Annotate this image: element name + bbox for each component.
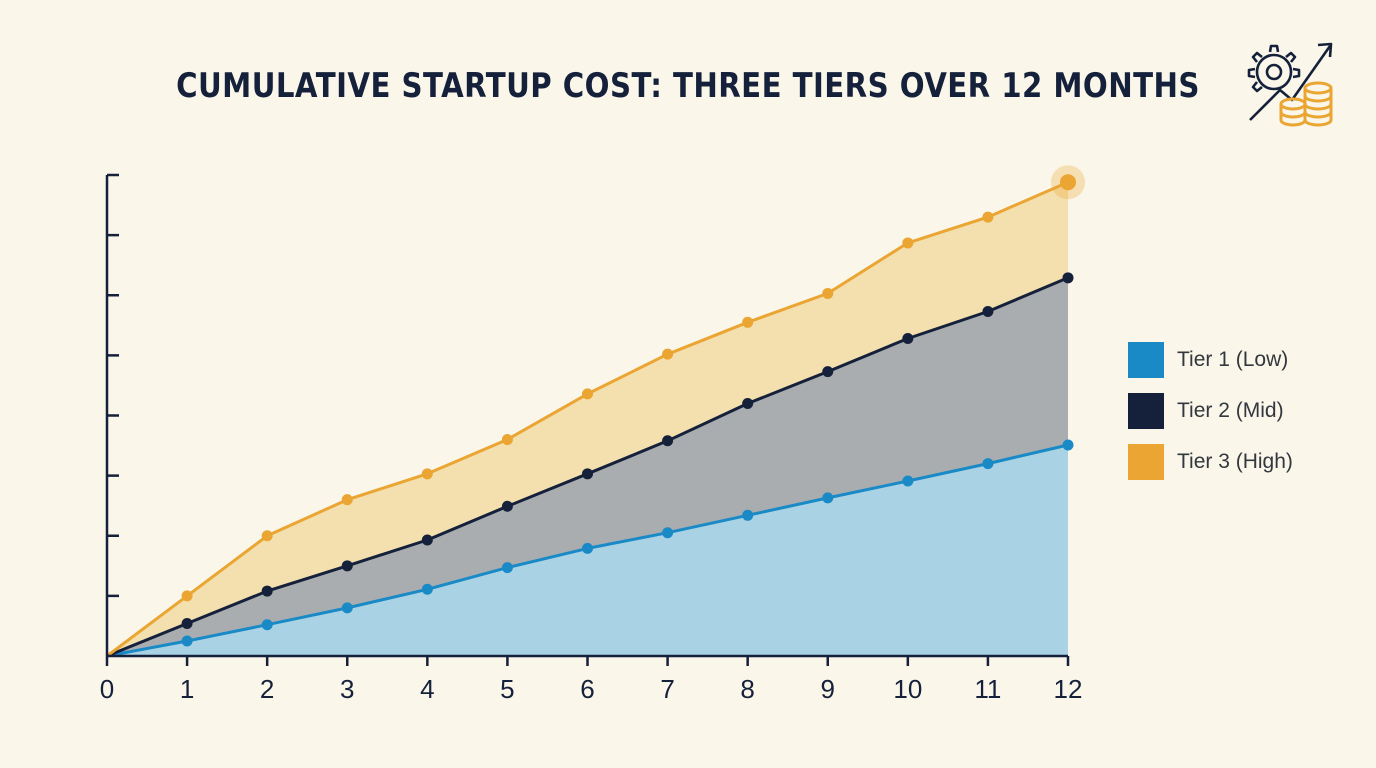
legend-swatch-tier-1 — [1128, 342, 1164, 378]
gear-growth-coins-icon — [1240, 40, 1336, 130]
data-point-tier-2 — [822, 366, 834, 378]
data-point-tier-1 — [902, 475, 914, 487]
data-point-tier-3 — [421, 468, 433, 480]
x-tick-label: 3 — [340, 674, 354, 704]
x-tick-label: 1 — [180, 674, 194, 704]
data-point-tier-2 — [341, 560, 353, 572]
legend-swatch-tier-3 — [1128, 444, 1164, 480]
x-tick-label: 11 — [974, 674, 1001, 704]
data-point-tier-2 — [982, 305, 994, 317]
data-point-tier-2 — [501, 500, 513, 512]
x-tick-label: 7 — [660, 674, 674, 704]
data-point-tier-2 — [181, 618, 193, 630]
data-point-tier-1 — [341, 602, 353, 614]
data-point-tier-3 — [1060, 174, 1076, 191]
data-point-tier-2 — [742, 397, 754, 409]
x-tick-label: 9 — [821, 674, 835, 704]
legend-label-tier-3: Tier 3 (High) — [1177, 450, 1293, 473]
data-point-tier-2 — [421, 534, 433, 546]
data-point-tier-2 — [261, 585, 273, 597]
x-tick-label: 0 — [100, 674, 114, 704]
data-point-tier-1 — [582, 542, 593, 554]
legend-item-tier-2: Tier 2 (Mid) — [1128, 393, 1293, 429]
data-point-tier-1 — [982, 458, 994, 470]
data-point-tier-1 — [261, 619, 273, 631]
data-point-tier-2 — [1062, 272, 1074, 284]
x-tick-label: 5 — [500, 674, 514, 704]
series-points — [181, 165, 1085, 647]
x-tick-label: 10 — [893, 674, 922, 704]
data-point-tier-3 — [582, 388, 593, 400]
data-point-tier-1 — [501, 562, 513, 574]
data-point-tier-3 — [902, 237, 914, 249]
data-point-tier-3 — [822, 287, 834, 299]
x-tick-labels: 0 1 2 3 4 5 6 7 8 9 10 11 12 — [100, 674, 1083, 704]
data-point-tier-2 — [582, 468, 593, 480]
legend: Tier 1 (Low) Tier 2 (Mid) Tier 3 (High) — [1128, 342, 1293, 495]
legend-item-tier-1: Tier 1 (Low) — [1128, 342, 1293, 378]
data-point-tier-1 — [421, 583, 433, 595]
legend-label-tier-1: Tier 1 (Low) — [1177, 348, 1289, 371]
legend-swatch-tier-2 — [1128, 393, 1164, 429]
x-tick-label: 8 — [740, 674, 754, 704]
chart-title: CUMULATIVE STARTUP COST: THREE TIERS OVE… — [176, 66, 1200, 106]
data-point-tier-3 — [501, 434, 513, 446]
data-point-tier-2 — [902, 333, 914, 345]
data-point-tier-1 — [822, 492, 834, 504]
legend-item-tier-3: Tier 3 (High) — [1128, 444, 1293, 480]
data-point-tier-3 — [341, 494, 353, 506]
x-tick-label: 12 — [1054, 674, 1083, 704]
legend-label-tier-2: Tier 2 (Mid) — [1177, 399, 1284, 422]
area-fills — [107, 182, 1068, 656]
x-tick-label: 4 — [420, 674, 434, 704]
data-point-tier-3 — [742, 316, 754, 328]
data-point-tier-3 — [261, 530, 273, 542]
axes — [105, 173, 1070, 666]
data-point-tier-1 — [662, 527, 674, 539]
data-point-tier-3 — [982, 211, 994, 223]
data-point-tier-1 — [742, 509, 754, 521]
data-point-tier-3 — [662, 348, 674, 360]
x-tick-label: 2 — [260, 674, 274, 704]
data-point-tier-1 — [1062, 439, 1074, 451]
data-point-tier-1 — [181, 635, 193, 647]
data-point-tier-2 — [662, 435, 674, 447]
data-point-tier-3 — [181, 590, 193, 602]
x-tick-label: 6 — [580, 674, 594, 704]
